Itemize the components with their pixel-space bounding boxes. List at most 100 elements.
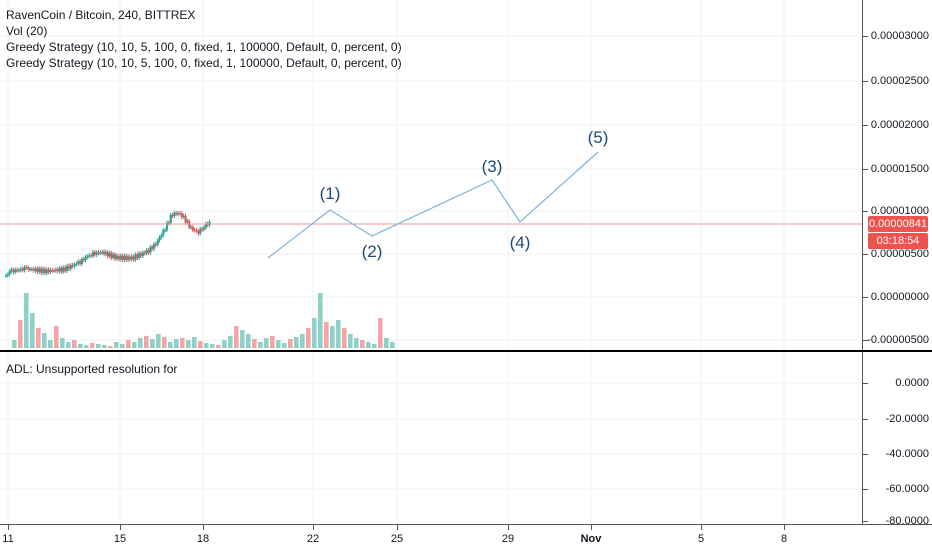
- adl-legend[interactable]: ADL: Unsupported resolution for: [6, 362, 178, 376]
- volume-bar: [288, 339, 293, 348]
- candle-body: [125, 255, 128, 260]
- volume-bar: [318, 293, 323, 348]
- candle-body: [101, 251, 104, 253]
- wave-label-3: (3): [481, 157, 503, 176]
- candle-body: [153, 244, 156, 249]
- volume-bar: [90, 343, 95, 348]
- candle-body: [112, 254, 115, 258]
- candle-body: [56, 269, 59, 272]
- volume-bar: [276, 340, 281, 348]
- volume-bar: [264, 338, 269, 348]
- time-axis-label: 18: [196, 533, 210, 545]
- candle-body: [97, 252, 100, 254]
- volume-bar: [60, 338, 65, 348]
- volume-bar: [210, 344, 215, 348]
- adl-pane[interactable]: ADL: Unsupported resolution for: [0, 352, 862, 524]
- candle-body: [45, 269, 48, 274]
- candle-body: [117, 256, 121, 260]
- volume-bar: [84, 345, 89, 348]
- candle-body: [128, 256, 132, 260]
- candle-body: [77, 261, 80, 264]
- time-tick: [701, 525, 702, 530]
- adl-axis-label: -60.0000: [885, 483, 929, 495]
- candle-body: [73, 264, 76, 267]
- symbol-legend[interactable]: RavenCoin / Bitcoin, 240, BITTREX: [6, 8, 196, 22]
- candle-body: [123, 255, 126, 260]
- candle-body: [116, 256, 119, 259]
- adl-canvas[interactable]: [0, 352, 862, 524]
- candle-body: [80, 259, 84, 264]
- candle-body: [58, 268, 61, 272]
- candle-body: [143, 252, 146, 254]
- candle-body: [147, 250, 150, 253]
- pane-separator[interactable]: [0, 350, 932, 352]
- candle-body: [167, 222, 170, 224]
- candle-body: [19, 268, 22, 271]
- volume-bar: [198, 341, 203, 348]
- volume-bar: [330, 326, 335, 348]
- volume-bar: [156, 334, 161, 348]
- strategy-legend-1[interactable]: Greedy Strategy (10, 10, 5, 100, 0, fixe…: [6, 40, 402, 54]
- adl-axis[interactable]: 0.0000 -20.0000 -40.0000 -60.0000 -80.00…: [862, 352, 932, 527]
- candle-body: [121, 255, 124, 260]
- time-axis[interactable]: 11 15 18 22 25 29 Nov 5 8: [0, 524, 932, 551]
- volume-bar: [384, 338, 389, 348]
- time-tick: [313, 525, 314, 530]
- candle-body: [62, 267, 65, 272]
- candle-body: [136, 254, 139, 258]
- adl-tick: [863, 454, 868, 455]
- volume-bar: [342, 328, 347, 348]
- candle-body: [42, 268, 45, 273]
- candle-body: [47, 269, 50, 273]
- candle-body: [140, 253, 143, 256]
- volume-bar: [228, 336, 233, 348]
- price-chart-canvas[interactable]: [0, 0, 862, 350]
- price-chart-pane[interactable]: RavenCoin / Bitcoin, 240, BITTREX Vol (2…: [0, 0, 862, 350]
- time-axis-label: Nov: [580, 533, 602, 545]
- volume-bar: [108, 346, 113, 348]
- candle-body: [21, 268, 24, 271]
- volume-bar: [270, 336, 275, 348]
- volume-legend[interactable]: Vol (20): [6, 24, 48, 38]
- price-axis-label: 0.00003000: [870, 30, 929, 42]
- price-axis[interactable]: 0.00003000 0.00002500 0.00002000 0.00001…: [862, 0, 932, 350]
- candle-body: [191, 227, 195, 230]
- candle-body: [195, 230, 198, 232]
- strategy-legend-2[interactable]: Greedy Strategy (10, 10, 5, 100, 0, fixe…: [6, 56, 402, 70]
- candle-body: [49, 269, 52, 273]
- candle-body: [66, 265, 69, 271]
- candle-body: [12, 269, 15, 273]
- volume-bar: [324, 322, 329, 348]
- volume-bar: [312, 318, 317, 348]
- candle-body: [199, 228, 202, 234]
- adl-axis-label: -40.0000: [885, 448, 929, 460]
- candle-body: [34, 268, 37, 271]
- candle-body: [177, 213, 180, 215]
- price-axis-label: 0.00001000: [870, 205, 929, 217]
- candle-body: [182, 215, 185, 218]
- candle-body: [184, 215, 187, 223]
- time-axis-label: 8: [780, 533, 788, 545]
- volume-bar: [252, 339, 257, 348]
- candle-body: [82, 259, 85, 261]
- price-axis-label: 0.00001500: [870, 163, 929, 175]
- price-axis-label: 0.00000000: [870, 291, 929, 303]
- time-tick: [120, 525, 121, 530]
- volume-bar: [336, 320, 341, 348]
- volume-bar: [72, 340, 77, 348]
- time-tick: [784, 525, 785, 530]
- candle-body: [127, 256, 130, 260]
- price-tick: [863, 297, 868, 298]
- candle-body: [40, 268, 43, 273]
- candle-body: [190, 227, 193, 229]
- adl-axis-label: 0.0000: [895, 377, 929, 389]
- candle-body: [51, 269, 54, 272]
- wave-label-2: (2): [361, 242, 383, 261]
- price-tick: [863, 125, 868, 126]
- time-tick: [591, 525, 592, 530]
- candle-body: [134, 254, 137, 260]
- candle-body: [6, 274, 10, 276]
- candle-body: [119, 255, 122, 260]
- time-axis-label: 11: [2, 533, 14, 545]
- volume-bar: [132, 342, 137, 348]
